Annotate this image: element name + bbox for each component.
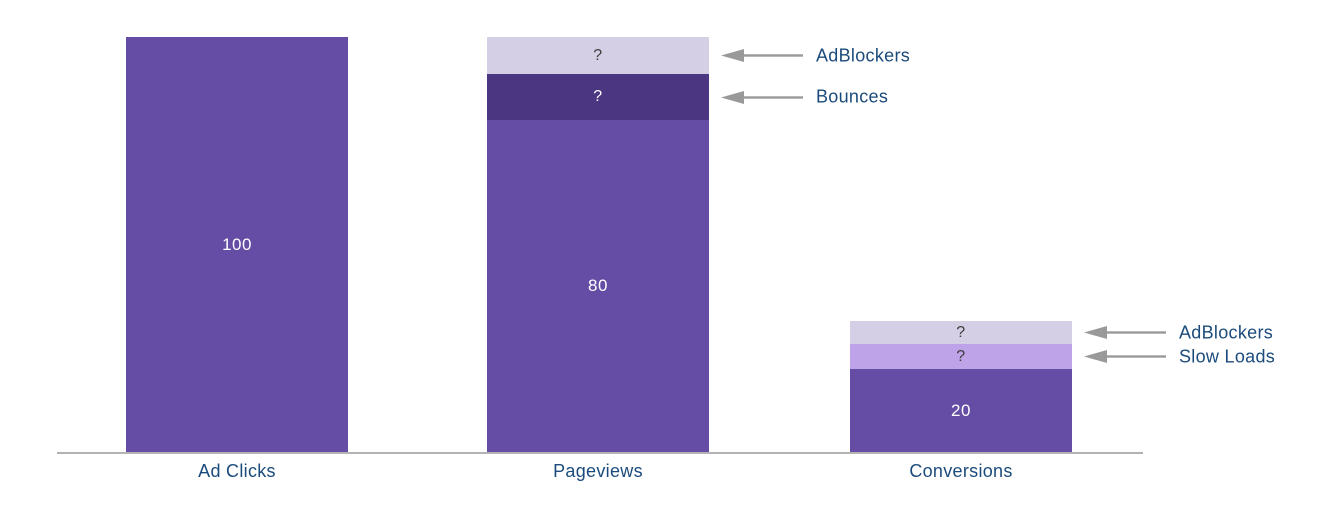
annotation-label: AdBlockers — [1179, 322, 1274, 343]
arrow-left-icon — [721, 49, 803, 63]
segment-value-label: ? — [593, 88, 603, 106]
bar-segment-adblockers: ? — [850, 321, 1072, 345]
category-label-ad-clicks: Ad Clicks — [198, 461, 276, 481]
annotation-adblockers: AdBlockers — [1084, 322, 1273, 343]
category-label-conversions: Conversions — [909, 461, 1013, 481]
bar-segment-pageviews: 80 — [487, 120, 709, 452]
annotation-label: Slow Loads — [1179, 346, 1276, 367]
annotation-slow-loads: Slow Loads — [1084, 346, 1275, 367]
segment-value-label: 80 — [588, 276, 608, 295]
annotation-adblockers: AdBlockers — [721, 45, 910, 66]
category-label-pageviews: Pageviews — [553, 461, 643, 481]
annotation-label: Bounces — [816, 86, 889, 107]
segment-value-label: 20 — [951, 400, 971, 420]
arrow-left-icon — [721, 90, 803, 104]
arrow-left-icon — [1084, 350, 1166, 364]
annotation-bounces: Bounces — [721, 87, 888, 108]
annotation-label: AdBlockers — [816, 45, 911, 66]
bar-segment-ad-clicks: 100 — [126, 37, 348, 452]
segment-value-label: ? — [593, 46, 603, 64]
bar-segment-bounces: ? — [487, 74, 709, 120]
segment-value-label: 100 — [222, 234, 252, 254]
bar-segment-slow-loads: ? — [850, 344, 1072, 369]
x-axis-line — [57, 452, 1143, 454]
bar-segment-adblockers: ? — [487, 37, 709, 75]
segment-value-label: ? — [956, 347, 966, 365]
segment-value-label: ? — [956, 323, 966, 341]
arrow-left-icon — [1084, 326, 1166, 340]
bar-segment-conversions: 20 — [850, 369, 1072, 452]
